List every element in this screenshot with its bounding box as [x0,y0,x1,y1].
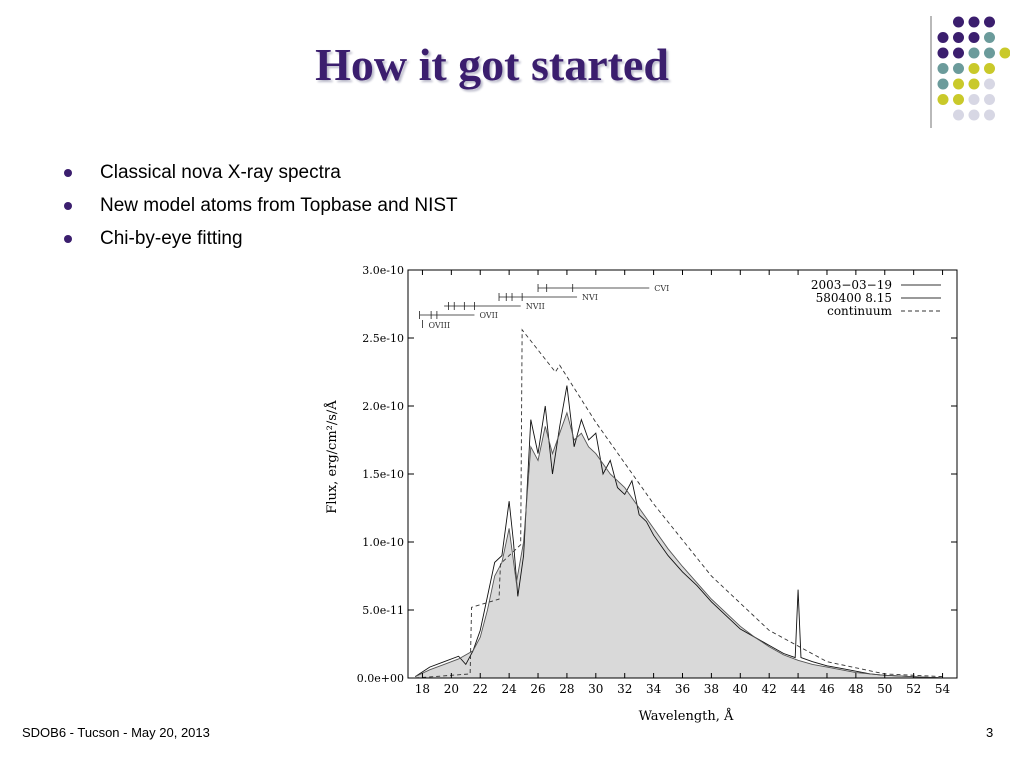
decorative-dot [937,63,949,74]
slide-title: How it got started [315,39,669,90]
spectrum-chart: Flux, erg/cm²/s/Å Wavelength, Å 18 20 22 24… [324,264,958,724]
decorative-dot [968,16,980,28]
y-tick-label: 2.5e-10 [362,332,404,345]
decorative-dot [953,47,964,59]
x-tick-label: 36 [675,682,690,696]
decorative-dot [984,32,995,43]
decorative-dot [968,63,980,74]
decorative-dot [937,32,949,43]
x-tick-label: 20 [444,682,459,696]
decorative-dot [984,16,995,28]
x-tick-label: 22 [473,682,488,696]
x-tick-label: 48 [848,682,863,696]
decorative-dot [968,94,980,105]
legend-label: continuum [827,304,893,318]
y-tick-label: 1.5e-10 [362,468,404,481]
series-line-continuum [415,328,943,679]
y-tick-label: 0.0e+00 [357,672,404,685]
y-axis-title: Flux, erg/cm²/s/Å [324,400,340,514]
decorative-dot [937,47,949,59]
decorative-dot [968,32,980,43]
x-tick-label: 28 [559,682,574,696]
bullet-list: Classical nova X-ray spectra New model a… [64,158,458,257]
decorative-dot [953,94,964,105]
x-tick-label: 34 [646,682,662,696]
line-id-label: OVII [479,311,498,320]
bullet-item-1: Classical nova X-ray spectra [64,158,458,191]
series-line-model [415,411,943,679]
decorative-dot [984,47,995,59]
model-fill-area [415,412,943,678]
decorative-dot [984,109,995,121]
decorative-dot [937,94,949,105]
decorative-dot [953,109,964,121]
series-line-observed [414,385,943,679]
x-tick-label: 38 [704,682,719,696]
x-tick-label: 54 [935,682,951,696]
decorative-dot [999,47,1010,59]
x-tick-label: 50 [877,682,892,696]
decorative-dot [953,78,964,90]
y-axis-label: Flux, erg/cm²/s/Å [324,400,340,514]
decorative-dot [968,47,980,59]
x-tick-label: 46 [819,682,834,696]
y-tick-label: 1.0e-10 [362,536,404,549]
line-id-label: NVI [582,293,598,302]
line-id-label: OVIII [428,321,450,330]
x-tick-label: 24 [501,682,517,696]
decorative-dot [953,63,964,74]
x-tick-label: 26 [530,682,545,696]
decorative-dot [953,32,964,43]
decorative-dot-grid [930,16,1010,128]
x-tick-label: 52 [906,682,921,696]
decorative-dot [984,94,995,105]
page-number: 3 [986,725,994,740]
x-tick-label: 42 [762,682,777,696]
decorative-dot [937,78,949,90]
decorative-dot [968,109,980,121]
decorative-dot [984,78,995,90]
decorative-dot [968,78,980,90]
x-tick-label: 40 [733,682,748,696]
x-tick-label: 18 [415,682,430,696]
line-id-label: CVI [654,284,669,293]
x-axis-label: Wavelength, Å [639,708,734,724]
footer-text: SDOB6 - Tucson - May 20, 2013 [22,725,210,740]
x-tick-label: 44 [790,682,806,696]
decorative-dot [984,63,995,74]
x-tick-label: 30 [588,682,603,696]
decorative-dot [953,16,964,28]
bullet-item-3: Chi-by-eye fitting [64,224,458,257]
line-id-label: NVII [526,302,545,311]
x-tick-label: 32 [617,682,632,696]
legend-label: 580400 8.15 [816,291,892,305]
y-tick-label: 2.0e-10 [362,400,404,413]
bullet-item-2: New model atoms from Topbase and NIST [64,191,458,224]
y-tick-label: 5.0e-11 [362,604,404,617]
y-tick-label: 3.0e-10 [362,264,404,277]
legend-label: 2003−03−19 [811,278,892,292]
